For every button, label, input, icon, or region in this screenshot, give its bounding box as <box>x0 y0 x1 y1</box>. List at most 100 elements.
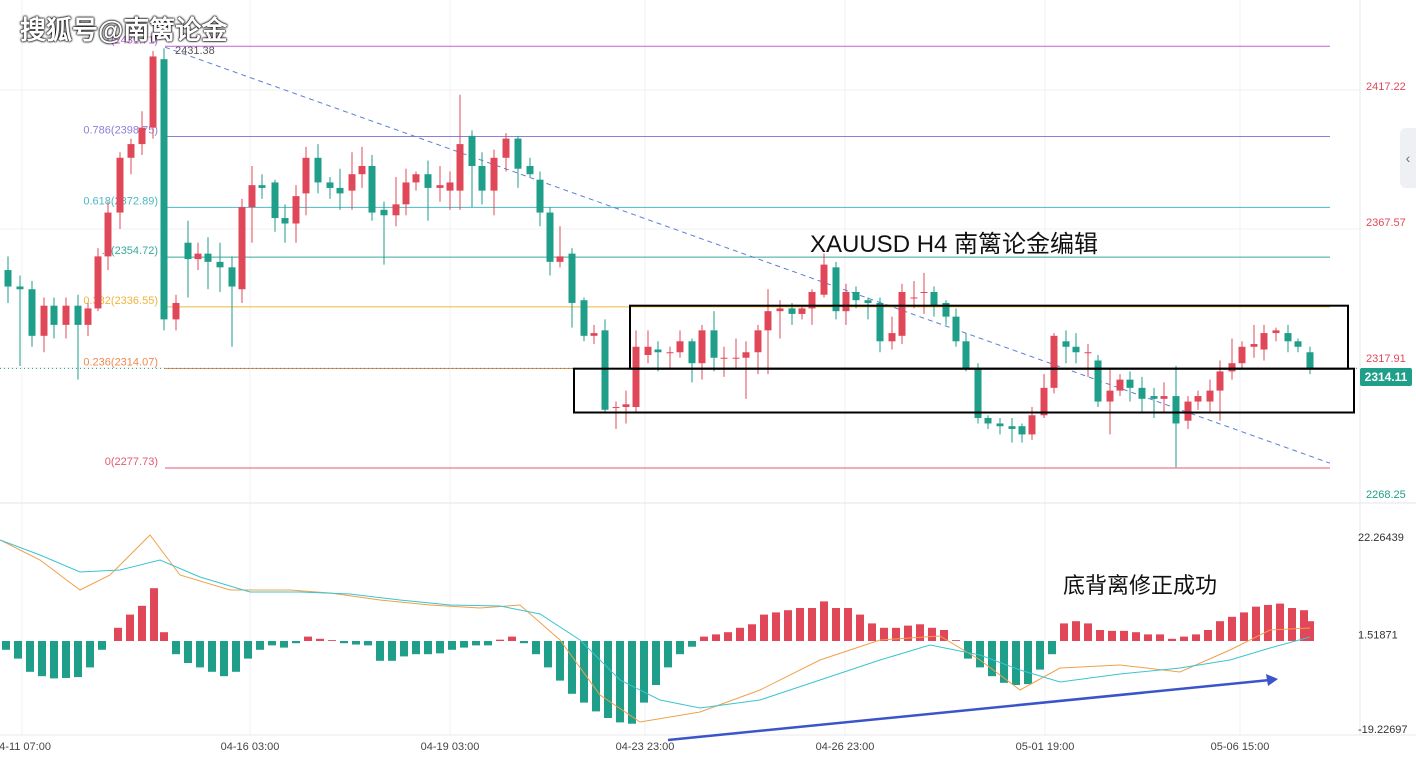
candle-body <box>204 253 212 262</box>
macd-bar <box>952 640 960 641</box>
annotation-text: 底背离修正成功 <box>1063 573 1218 598</box>
candle-body <box>456 144 464 191</box>
macd-bar <box>1024 641 1032 685</box>
candle-body <box>1028 415 1036 435</box>
time-tick-label: 04-26 23:00 <box>816 741 875 753</box>
macd-bar <box>496 639 504 641</box>
macd-bar <box>328 640 336 641</box>
candle-body <box>62 305 70 325</box>
candle-body <box>1018 426 1026 435</box>
candle-body <box>798 308 806 314</box>
candle-body <box>996 423 1004 427</box>
candle-body <box>368 165 376 213</box>
chevron-left-icon[interactable]: ‹ <box>1400 128 1416 188</box>
macd-bar <box>772 612 780 641</box>
macd-bar <box>556 641 564 681</box>
watermark: 搜狐号@南篱论金 <box>20 15 228 45</box>
candle-body <box>74 305 82 325</box>
macd-bar <box>196 641 204 668</box>
candle-body <box>666 352 674 354</box>
candle-body <box>1250 344 1258 347</box>
macd-bar <box>448 641 456 650</box>
candle-body <box>1072 346 1080 353</box>
macd-bar <box>1180 636 1188 641</box>
divergence-arrow-line <box>667 678 1271 742</box>
candle-body <box>194 253 202 260</box>
candle-body <box>710 330 718 358</box>
candle-body <box>248 185 256 208</box>
candle-body <box>402 182 410 205</box>
macd-bar <box>1096 630 1104 641</box>
macd-bar <box>856 614 864 641</box>
candle-body <box>326 182 334 188</box>
candle-body <box>502 138 510 158</box>
candle-body <box>149 56 157 128</box>
candle-body <box>514 138 522 169</box>
macd-tick-label: 22.26439 <box>1358 532 1404 544</box>
candle-body <box>676 341 684 353</box>
candle-body <box>1172 396 1180 424</box>
macd-bar <box>892 627 900 641</box>
macd-bar <box>652 641 660 685</box>
candle-body <box>1138 387 1146 399</box>
macd-bar <box>724 632 732 641</box>
candle-body <box>478 165 486 191</box>
candle-body <box>1184 401 1192 421</box>
macd-bar <box>1000 641 1008 683</box>
macd-bar <box>568 641 576 694</box>
candle-body <box>358 165 366 175</box>
macd-bar <box>1288 608 1296 641</box>
candle-body <box>28 289 36 336</box>
candle-body <box>568 253 576 303</box>
candle-body <box>942 302 950 317</box>
macd-bar <box>98 641 106 650</box>
candle-body <box>1272 330 1280 334</box>
candle-body <box>1150 396 1158 399</box>
candle-body <box>698 330 706 364</box>
candle-body <box>468 135 476 166</box>
macd-bar <box>1144 634 1152 641</box>
macd-bar <box>880 627 888 641</box>
chart-title: XAUUSD H4 南篱论金编辑 <box>810 231 1099 258</box>
fib-label: 0.236(2314.07) <box>83 356 158 368</box>
macd-bar <box>544 641 552 668</box>
candle-body <box>380 209 388 216</box>
fib-label: 1(2431.71) <box>105 34 158 46</box>
candle-body <box>1094 360 1102 402</box>
macd-bar <box>1204 630 1212 641</box>
candle-body <box>436 185 444 188</box>
macd-bar <box>940 630 948 641</box>
macd-bar <box>50 641 58 679</box>
macd-bar <box>86 641 94 668</box>
macd-bar <box>26 641 34 672</box>
macd-bar <box>62 641 70 678</box>
macd-bar <box>150 588 158 641</box>
candle-body <box>820 264 828 295</box>
candle-body <box>258 185 266 188</box>
macd-bar <box>700 636 708 641</box>
macd-bar <box>628 641 636 724</box>
macd-bar <box>988 641 996 677</box>
macd-bar <box>340 641 348 644</box>
macd-bar <box>868 623 876 641</box>
macd-bar <box>748 624 756 641</box>
candle-body <box>930 291 938 306</box>
candle-body <box>808 291 816 309</box>
macd-bar <box>1084 623 1092 641</box>
candle-body <box>832 267 840 312</box>
macd-bar <box>820 601 828 641</box>
macd-bar <box>808 608 816 641</box>
macd-bar <box>1072 621 1080 641</box>
candle-body <box>127 144 135 158</box>
macd-bar <box>472 641 480 646</box>
macd-bar <box>1012 641 1020 685</box>
candle-body <box>754 330 762 353</box>
candle-body <box>974 368 982 418</box>
candle-body <box>1160 396 1168 399</box>
candle-body <box>184 242 192 260</box>
macd-bar <box>1168 638 1176 641</box>
macd-bar <box>1264 604 1272 641</box>
candle-body <box>776 308 784 312</box>
macd-bar <box>436 641 444 654</box>
